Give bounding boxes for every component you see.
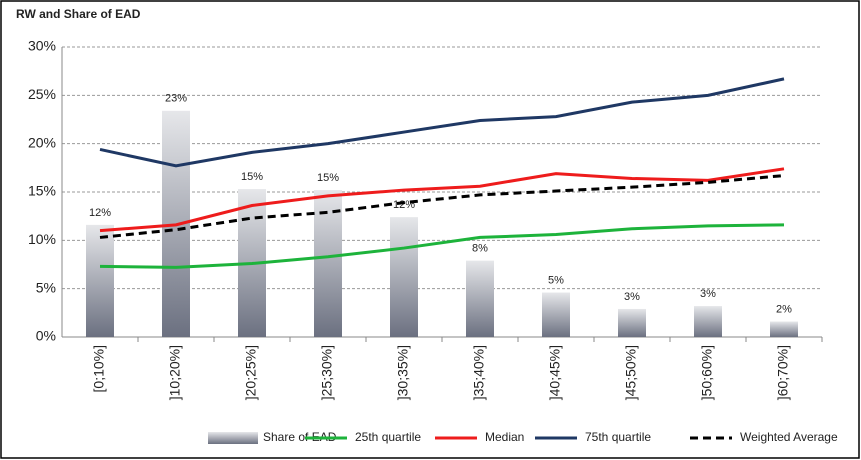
bar	[314, 190, 342, 337]
value-label: 3%	[624, 291, 640, 303]
x-tick-label: ]10;20%]	[167, 345, 183, 400]
value-label: 15%	[317, 172, 339, 184]
y-tick-label: 5%	[36, 279, 56, 295]
bar	[694, 306, 722, 337]
x-tick-label: ]50;60%]	[699, 345, 715, 400]
y-tick-label: 30%	[28, 38, 56, 54]
line	[99, 167, 785, 233]
bar	[86, 224, 114, 337]
value-label: 3%	[700, 288, 716, 300]
legend-label: 75th quartile	[585, 430, 651, 444]
bar	[618, 308, 646, 337]
y-tick-label: 25%	[28, 86, 56, 102]
value-label: 12%	[89, 207, 111, 219]
legend-label: 25th quartile	[355, 430, 421, 444]
x-tick-label: ]30;35%]	[395, 345, 411, 400]
line	[99, 174, 785, 239]
legend-swatch	[208, 432, 258, 444]
line	[99, 223, 785, 269]
legend-label: Weighted Average	[740, 430, 838, 444]
y-tick-label: 15%	[28, 183, 56, 199]
x-tick-label: ]35;40%]	[471, 345, 487, 400]
x-tick-label: ]60;70%]	[775, 345, 791, 400]
value-label: 23%	[165, 93, 187, 105]
y-tick-label: 20%	[28, 134, 56, 150]
line	[99, 77, 785, 168]
x-tick-label: ]25;30%]	[319, 345, 335, 400]
bar	[542, 292, 570, 337]
x-tick-label: ]45;50%]	[623, 345, 639, 400]
value-label: 2%	[776, 303, 792, 315]
value-label: 15%	[241, 171, 263, 183]
bar	[466, 260, 494, 337]
bar	[770, 321, 798, 337]
legend-label: Median	[485, 430, 524, 444]
value-label: 5%	[548, 274, 564, 286]
x-tick-label: [0;10%]	[91, 345, 107, 392]
x-tick-label: ]40;45%]	[547, 345, 563, 400]
x-tick-label: ]20;25%]	[243, 345, 259, 400]
value-label: 8%	[472, 243, 488, 255]
legend-label: Share of EAD	[263, 430, 337, 444]
y-tick-label: 0%	[36, 328, 56, 344]
bar	[390, 217, 418, 337]
chart-title: RW and Share of EAD	[16, 7, 141, 21]
y-tick-label: 10%	[28, 231, 56, 247]
